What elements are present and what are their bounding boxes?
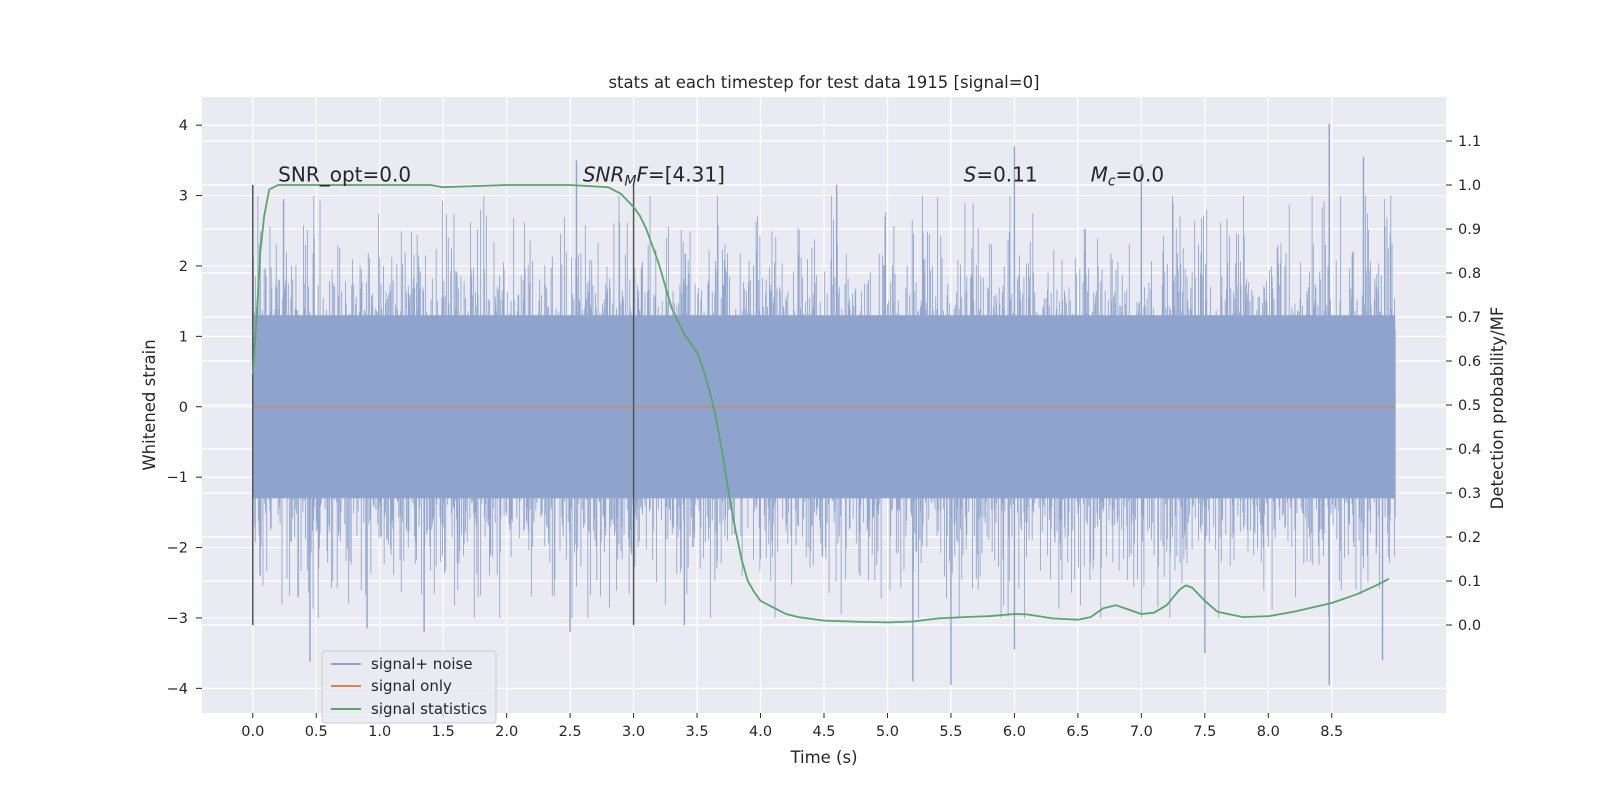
y2-tick-label: 0.7 — [1458, 310, 1481, 326]
signal-statistics-line — [251, 184, 1390, 624]
y2-tick-label: 0.2 — [1458, 530, 1481, 546]
y-tick-label: −3 — [167, 611, 188, 627]
legend-label-signal-only: signal only — [371, 677, 452, 695]
annotations: SNR_opt=0.0 SNRMF=[4.31] S=0.11 Mc=0.0 — [278, 162, 1164, 189]
annotation-part: SNR_opt=0.0 — [278, 162, 411, 186]
x-tick-label: 7.0 — [1130, 724, 1153, 740]
y-tick-label: −2 — [167, 541, 188, 557]
annotation-part: F — [636, 162, 648, 186]
legend-label-signal-noise: signal+ noise — [371, 655, 473, 673]
x-tick-label: 3.5 — [686, 724, 709, 740]
y-tick-label: −1 — [167, 470, 188, 486]
tick-labels: 0.0 0.5 1.0 1.5 2.0 2.5 3.0 3.5 4.0 4.5 5.0 5.5 6.0 6… — [167, 118, 1481, 740]
y2-tick-label: 0.0 — [1458, 618, 1481, 634]
annotation-text: SNR_opt=0.0 — [278, 162, 411, 186]
annotation-part: M — [1091, 162, 1108, 186]
y-tick-label: 0 — [179, 400, 188, 416]
annotation-part: S — [964, 162, 977, 186]
x-tick-label: 7.5 — [1193, 724, 1216, 740]
x-tick-label: 2.5 — [559, 724, 582, 740]
x-tick-label: 3.0 — [622, 724, 645, 740]
x-tick-label: 6.5 — [1066, 724, 1089, 740]
annotation-part: SNR — [583, 162, 625, 186]
x-axis-label: Time (s) — [789, 748, 857, 767]
chart-title: stats at each timestep for test data 191… — [608, 73, 1039, 92]
y2-tick-label: 0.1 — [1458, 574, 1481, 590]
annotation-part: M — [624, 173, 636, 189]
x-tick-label: 8.5 — [1320, 724, 1343, 740]
marker-lines — [252, 185, 635, 625]
annotation-part: =0.11 — [976, 162, 1037, 186]
x-tick-label: 0.0 — [241, 724, 264, 740]
x-tick-label: 1.5 — [432, 724, 455, 740]
x-tick-label: 4.0 — [749, 724, 772, 740]
y-tick-label: 3 — [179, 189, 188, 205]
x-tick-label: 1.0 — [368, 724, 391, 740]
legend: signal+ noise signal only signal statist… — [321, 650, 497, 724]
annotation-text: S=0.11 — [964, 162, 1038, 186]
y-tick-label: 1 — [179, 329, 188, 345]
y2-tick-label: 0.9 — [1458, 222, 1481, 238]
x-tick-label: 2.0 — [495, 724, 518, 740]
x-tick-label: 8.0 — [1257, 724, 1280, 740]
y-tick-label: −4 — [167, 681, 188, 697]
y-tick-label: 4 — [179, 118, 188, 134]
y-axis-label: Whitened strain — [140, 339, 159, 470]
legend-label-signal-statistics: signal statistics — [371, 700, 487, 718]
y2-tick-label: 1.0 — [1458, 178, 1481, 194]
x-tick-label: 4.5 — [812, 724, 835, 740]
y2-tick-label: 0.8 — [1458, 266, 1481, 282]
y2-tick-label: 0.5 — [1458, 398, 1481, 414]
y2-tick-label: 1.1 — [1458, 134, 1481, 150]
legend-box — [321, 650, 497, 724]
annotation-part: =0.0 — [1116, 162, 1165, 186]
y2-tick-label: 0.3 — [1458, 486, 1481, 502]
annotation-part: =[4.31] — [648, 162, 725, 186]
signal-statistics-series — [251, 184, 1390, 624]
annotation-text: SNRMF=[4.31] — [583, 162, 725, 189]
x-tick-label: 6.0 — [1003, 724, 1026, 740]
y2-tick-label: 0.4 — [1458, 442, 1481, 458]
y-tick-label: 2 — [179, 259, 188, 275]
y2-tick-label: 0.6 — [1458, 354, 1481, 370]
x-tick-label: 5.5 — [939, 724, 962, 740]
y2-axis-label: Detection probability/MF — [1488, 307, 1507, 510]
x-tick-label: 5.0 — [876, 724, 899, 740]
annotation-text: Mc=0.0 — [1091, 162, 1165, 189]
annotation-part: c — [1108, 173, 1116, 189]
x-tick-label: 0.5 — [305, 724, 328, 740]
